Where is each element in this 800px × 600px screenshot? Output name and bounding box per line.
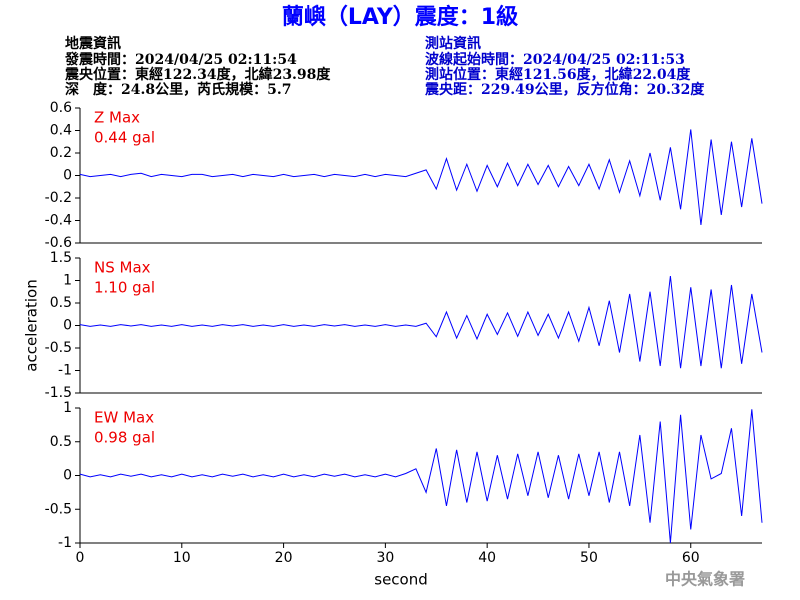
waveform: [79, 129, 763, 226]
chart-title: 蘭嶼（LAY）震度：1級: [282, 4, 518, 30]
station-info: 波線起始時間：2024/04/25 02:11:53: [425, 51, 685, 68]
station-info: 震央距：229.49公里，反方位角：20.32度: [424, 81, 705, 98]
x-tick-label: 50: [580, 550, 598, 566]
quake-info: 深 度：24.8公里，芮氏規模：5.7: [65, 81, 291, 98]
x-tick-label: 40: [478, 550, 496, 566]
x-axis-label: second: [374, 571, 428, 589]
quake-info: 地震資訊: [65, 35, 121, 52]
y-tick-label: -0.5: [45, 340, 72, 356]
y-tick-label: 0: [63, 318, 72, 334]
panel-label: EW Max: [94, 409, 154, 427]
y-tick-label: 1: [63, 400, 72, 416]
x-tick-label: 60: [682, 550, 700, 566]
y-tick-label: -0.4: [45, 213, 72, 229]
y-tick-label: 1: [63, 273, 72, 289]
y-tick-label: 0.2: [50, 145, 72, 161]
max-label: 0.98 gal: [94, 429, 155, 447]
y-tick-label: -0.2: [45, 190, 72, 206]
y-tick-label: 0: [63, 468, 72, 484]
y-tick-label: -1: [58, 535, 72, 551]
panel-label: Z Max: [94, 109, 140, 127]
y-tick-label: 0.5: [50, 295, 72, 311]
station-info: 測站資訊: [425, 35, 481, 52]
x-tick-label: 30: [376, 550, 394, 566]
max-label: 1.10 gal: [94, 279, 155, 297]
y-tick-label: -1.5: [45, 385, 72, 401]
y-tick-label: 0.4: [50, 123, 72, 139]
y-tick-label: 0.5: [50, 434, 72, 450]
max-label: 0.44 gal: [94, 129, 155, 147]
x-tick-label: 0: [76, 550, 85, 566]
y-tick-label: 0.6: [50, 100, 72, 116]
panel-label: NS Max: [94, 259, 151, 277]
waveform: [79, 275, 763, 369]
quake-info: 發震時間：2024/04/25 02:11:54: [64, 51, 297, 68]
y-tick-label: 0: [63, 168, 72, 184]
station-info: 測站位置：東經121.56度，北緯22.04度: [425, 66, 691, 83]
waveform: [79, 409, 763, 544]
y-tick-label: -1: [58, 363, 72, 379]
y-tick-label: -0.5: [45, 501, 72, 517]
footer: 中央氣象署: [665, 570, 745, 589]
quake-info: 震央位置：東經122.34度，北緯23.98度: [64, 66, 331, 83]
y-tick-label: -0.6: [45, 235, 72, 251]
x-tick-label: 20: [275, 550, 293, 566]
y-axis-label: acceleration: [23, 279, 41, 371]
x-tick-label: 10: [173, 550, 191, 566]
y-tick-label: 1.5: [50, 250, 72, 266]
